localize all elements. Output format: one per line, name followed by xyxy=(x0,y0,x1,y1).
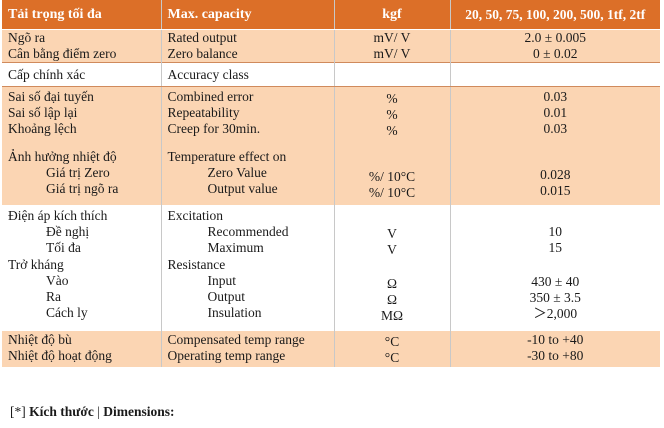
table-row: Nhiệt độ bù Nhiệt độ hoạt động Compensate… xyxy=(2,330,660,367)
row-zero-unit: mV/ V xyxy=(373,46,411,61)
row-output-en: Rated output xyxy=(167,30,237,45)
row-excitation-rec-value: 10 xyxy=(548,224,563,239)
row-resistance-out-value: 350 ± 3.5 xyxy=(529,290,581,305)
row-zero-vn: Cân bằng điểm zero xyxy=(8,46,117,61)
footnote-label-en: Dimensions: xyxy=(103,404,175,419)
row-temp-zero-en: Zero Value xyxy=(207,165,267,180)
row-resistance-in-vn: Vào xyxy=(46,273,69,288)
row-output-unit: mV/ V xyxy=(373,30,411,45)
footnote-label: Kích thước xyxy=(29,404,94,419)
row-excitation-rec-unit: V xyxy=(387,226,397,241)
row-combined-en: Combined error xyxy=(167,89,254,104)
row-excitation-max-en: Maximum xyxy=(207,240,264,255)
row-resistance-ins-value: ＞2,000 xyxy=(533,306,578,321)
row-op-temp-unit: °C xyxy=(384,349,400,365)
row-excitation-max-value: 15 xyxy=(548,240,563,255)
row-output-vn: Ngõ ra xyxy=(8,30,46,45)
row-temp-en: Temperature effect on xyxy=(167,149,287,164)
row-resistance-ins-vn: Cách ly xyxy=(46,305,88,320)
row-accuracy-unit xyxy=(334,62,451,87)
row-temp-out-unit: %/ 10°C xyxy=(368,185,416,200)
footnote-marker: [*] xyxy=(10,404,26,419)
row-accuracy-en: Accuracy class xyxy=(161,62,335,87)
row-creep-en: Creep for 30min. xyxy=(167,121,261,136)
row-accuracy-value xyxy=(450,62,660,87)
row-creep-vn: Khoảng lệch xyxy=(8,121,77,136)
row-temp-out-vn: Giá trị ngõ ra xyxy=(46,181,119,196)
row-comp-temp-vn: Nhiệt độ bù xyxy=(8,331,72,347)
row-resistance-ins-en: Insulation xyxy=(207,305,262,320)
table-row: Ngõ ra Cân bằng điểm zero Rated output Zer… xyxy=(2,29,660,63)
row-temp-out-value: 0.015 xyxy=(540,183,571,198)
dimensions-footnote: [*] Kích thước | Dimensions: xyxy=(10,404,175,420)
row-excitation-en: Excitation xyxy=(167,208,223,223)
row-resistance-in-en: Input xyxy=(207,273,237,288)
row-op-temp-vn: Nhiệt độ hoạt động xyxy=(8,347,112,363)
row-resistance-en: Resistance xyxy=(167,257,226,272)
row-repeat-unit: % xyxy=(386,107,398,122)
row-resistance-ins-unit: MΩ xyxy=(380,308,404,323)
row-creep-value: 0.03 xyxy=(543,121,568,136)
header-en: Max. capacity xyxy=(161,0,335,30)
row-excitation-vn: Điện áp kích thích xyxy=(8,208,108,223)
row-repeat-value: 0.01 xyxy=(543,105,568,120)
row-repeat-en: Repeatability xyxy=(167,105,240,120)
row-accuracy-vn: Cấp chính xác xyxy=(2,62,162,87)
table-row: Sai số đại tuyến Sai số lập lại Khoảng l… xyxy=(2,86,660,206)
header-vn: Tải trọng tối đa xyxy=(2,0,162,30)
row-comp-temp-en: Compensated temp range xyxy=(167,331,305,347)
table-row: Điện áp kích thích Đề nghị Tối đa Trở kh… xyxy=(2,205,660,331)
row-resistance-in-unit: Ω xyxy=(386,276,398,291)
row-excitation-max-vn: Tối đa xyxy=(46,240,81,255)
row-combined-unit: % xyxy=(386,91,398,106)
row-zero-value: 0 ± 0.02 xyxy=(532,46,578,61)
row-resistance-out-vn: Ra xyxy=(46,289,61,304)
spec-table: Tải trọng tối đa Max. capacity kgf 20, 5… xyxy=(2,0,660,367)
row-temp-out-en: Output value xyxy=(207,181,278,196)
row-temp-zero-unit: %/ 10°C xyxy=(368,169,416,184)
footnote-separator: | xyxy=(97,404,100,419)
row-creep-unit: % xyxy=(386,123,398,138)
row-repeat-vn: Sai số lập lại xyxy=(8,105,78,120)
table-row: Cấp chính xác Accuracy class xyxy=(2,62,660,87)
header-values: 20, 50, 75, 100, 200, 500, 1tf, 2tf xyxy=(450,0,660,30)
row-combined-value: 0.03 xyxy=(543,89,568,104)
row-temp-zero-value: 0.028 xyxy=(540,167,571,182)
row-resistance-vn: Trở kháng xyxy=(8,257,64,272)
row-temp-vn: Ảnh hưởng nhiệt độ xyxy=(8,149,117,164)
row-comp-temp-unit: °C xyxy=(384,333,400,349)
row-excitation-rec-vn: Đề nghị xyxy=(46,224,90,239)
row-temp-zero-vn: Giá trị Zero xyxy=(46,165,110,180)
row-resistance-out-en: Output xyxy=(207,289,246,304)
row-comp-temp-value: -10 to +40 xyxy=(527,331,584,347)
row-op-temp-value: -30 to +80 xyxy=(527,347,584,363)
header-unit: kgf xyxy=(334,0,451,30)
row-zero-en: Zero balance xyxy=(167,46,238,61)
row-resistance-in-value: 430 ± 40 xyxy=(531,274,580,289)
row-excitation-rec-en: Recommended xyxy=(207,224,289,239)
row-combined-vn: Sai số đại tuyến xyxy=(8,89,94,104)
row-excitation-max-unit: V xyxy=(387,242,397,257)
row-resistance-out-unit: Ω xyxy=(386,292,398,307)
table-header: Tải trọng tối đa Max. capacity kgf 20, 5… xyxy=(2,0,660,30)
row-op-temp-en: Operating temp range xyxy=(167,347,286,363)
row-output-value: 2.0 ± 0.005 xyxy=(524,30,586,45)
